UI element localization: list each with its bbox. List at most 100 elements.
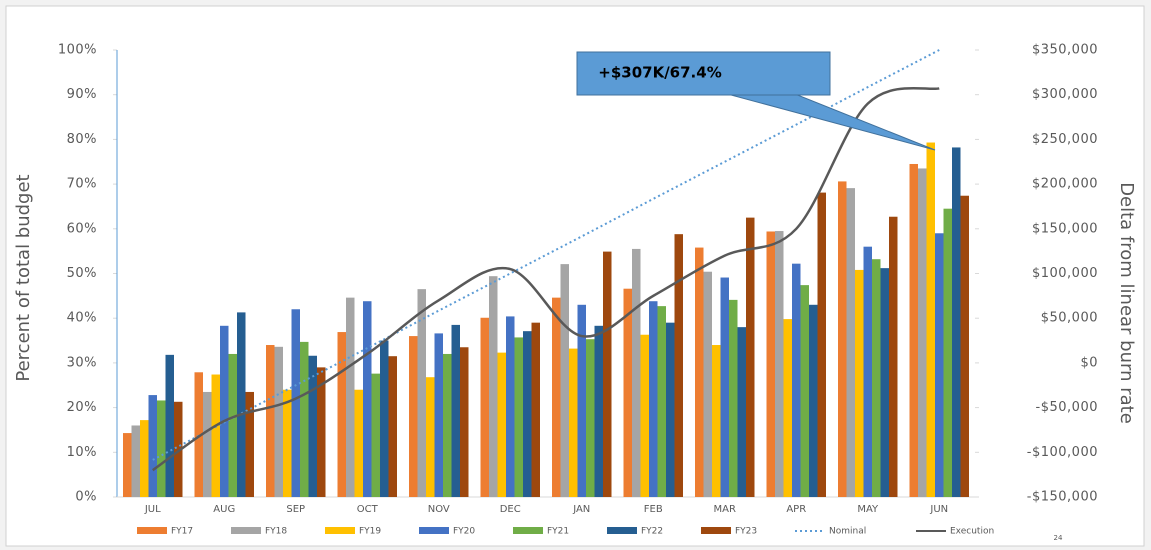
x-tick-label: FEB [644,504,663,515]
bar [880,268,889,497]
bar [174,401,183,497]
bar [434,333,443,497]
bar [552,297,561,497]
bar [695,247,704,497]
bar [531,322,540,497]
bar [838,181,847,497]
bar [809,304,818,497]
bar [657,306,666,497]
x-tick-label: MAR [714,504,736,515]
annotation: +$307K/67.4% [598,64,721,82]
bar [354,389,363,497]
bar [737,327,746,497]
bar [363,301,372,497]
bar [775,231,784,497]
y2-tick-label: $200,000 [1032,177,1098,192]
y2-tick-label: -$150,000 [1027,490,1098,505]
bar [283,389,292,497]
y2-tick-label: $150,000 [1032,221,1098,236]
legend-swatch [419,527,449,534]
y-tick-label: 100% [58,43,97,58]
bar [409,336,418,497]
bar [203,391,212,497]
bar [952,147,961,498]
bar [371,373,380,497]
bar [960,195,969,498]
bar [291,309,300,497]
legend-label: FY20 [453,527,475,537]
legend-label: Execution [950,527,994,537]
bar [523,331,532,497]
bar [220,325,229,497]
legend-label: FY17 [171,527,193,537]
bar [817,192,826,497]
x-tick-label: APR [786,504,806,515]
y-tick-label: 90% [67,87,97,102]
bar [506,316,515,497]
bar [337,332,346,497]
bar [909,163,918,498]
bar [720,277,729,497]
x-tick-label: JUL [144,504,161,515]
bar [266,345,275,497]
bar [926,142,935,498]
bar [497,352,506,497]
y-tick-label: 80% [67,132,97,147]
y-tick-label: 60% [67,221,97,236]
bar [889,216,898,497]
y2-tick-label: $0 [1080,355,1098,370]
y2-tick-label: $50,000 [1041,311,1098,326]
legend-swatch [513,527,543,534]
y2-tick-label: -$100,000 [1027,445,1098,460]
y-tick-label: 50% [67,266,97,281]
bar [194,372,203,497]
x-tick-label: SEP [286,504,305,515]
bar [766,231,775,497]
bar [140,420,149,497]
y-axis-title: Percent of total budget [13,174,34,381]
bar [380,340,389,497]
bar [703,271,712,497]
bar [872,259,881,497]
bar [157,400,166,497]
bar [123,433,132,497]
bar [211,374,220,497]
bar [245,391,254,497]
bar [317,367,326,497]
bar [346,297,355,497]
bar [274,346,283,497]
bar [729,299,738,497]
y-tick-label: 30% [67,355,97,370]
legend-label: FY22 [641,527,663,537]
bar [443,353,452,497]
legend-label: FY18 [265,527,287,537]
y2-tick-label: $300,000 [1032,87,1098,102]
bar [514,337,523,497]
bar [855,269,864,497]
bar [863,246,872,497]
y-tick-label: 20% [67,400,97,415]
bar [131,425,140,497]
bar [800,285,809,497]
y-tick-label: 40% [67,311,97,326]
y-tick-label: 70% [67,177,97,192]
bar [388,356,397,497]
legend-label: FY23 [735,527,757,537]
bar [632,248,641,497]
bar [640,334,649,497]
legend-swatch [607,527,637,534]
bar [480,317,489,497]
y-tick-label: 10% [67,445,97,460]
bar [308,355,317,497]
bar [918,168,927,497]
x-tick-label: DEC [500,504,521,515]
y2-tick-label: -$50,000 [1036,400,1098,415]
legend-swatch [231,527,261,534]
bar [935,233,944,497]
x-tick-label: JUN [929,504,948,515]
legend-label: Nominal [829,527,866,537]
bar [165,354,174,497]
bar [426,377,435,497]
bar [594,325,603,497]
